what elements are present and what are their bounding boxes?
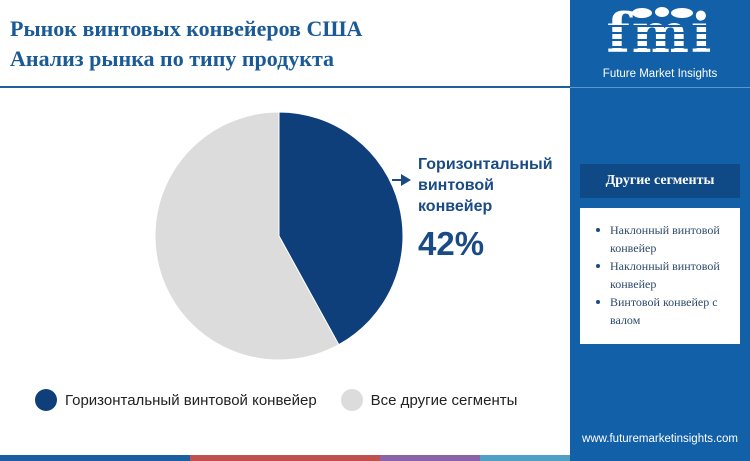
title-divider xyxy=(0,86,570,88)
website-link[interactable]: www.futuremarketinsights.com xyxy=(582,433,738,445)
sidebar: fmi Future Market Insights Другие сегмен… xyxy=(570,0,750,461)
other-segments-list: Наклонный винтовой конвейер Наклонный ви… xyxy=(580,208,740,329)
world-map-icon xyxy=(632,7,693,18)
other-segments-box: Наклонный винтовой конвейер Наклонный ви… xyxy=(580,208,740,344)
bottom-bar-segment xyxy=(190,455,380,461)
pie-slices xyxy=(154,111,404,361)
page-title: Рынок винтовых конвейеров США Анализ рын… xyxy=(10,14,570,74)
logo-caption: Future Market Insights xyxy=(602,68,718,80)
bottom-bar-segment xyxy=(380,455,480,461)
pie-slice-horizontal xyxy=(278,111,404,346)
legend-swatch-horizontal xyxy=(35,389,57,411)
title-line-2: Анализ рынка по типу продукта xyxy=(10,46,335,71)
callout-label: Горизонтальный винтовой конвейер xyxy=(418,156,553,215)
pie-chart xyxy=(154,111,411,361)
other-segment-item: Винтовой конвейер с валом xyxy=(596,293,732,329)
other-segment-item: Наклонный винтовой конвейер xyxy=(596,221,732,257)
callout-arrow-icon xyxy=(392,174,411,186)
bottom-bar-segment xyxy=(480,455,570,461)
bottom-color-bar xyxy=(0,455,570,461)
legend-item-others: Все другие сегменты xyxy=(340,389,518,411)
other-segments-heading: Другие сегменты xyxy=(580,164,740,198)
chart-legend: Горизонтальный винтовой конвейер Все дру… xyxy=(35,389,541,411)
sidebar-divider xyxy=(570,87,750,88)
bottom-bar-segment xyxy=(0,455,190,461)
legend-swatch-others xyxy=(340,389,363,411)
legend-item-horizontal: Горизонтальный винтовой конвейер xyxy=(35,389,317,411)
other-segment-item: Наклонный винтовой конвейер xyxy=(596,257,732,293)
callout-value: 42% xyxy=(418,225,485,262)
legend-label-others: Все другие сегменты xyxy=(370,391,518,409)
pie-slice-others xyxy=(154,111,340,361)
legend-label-horizontal: Горизонтальный винтовой конвейер xyxy=(65,391,317,409)
title-line-1: Рынок винтовых конвейеров США xyxy=(10,16,363,41)
